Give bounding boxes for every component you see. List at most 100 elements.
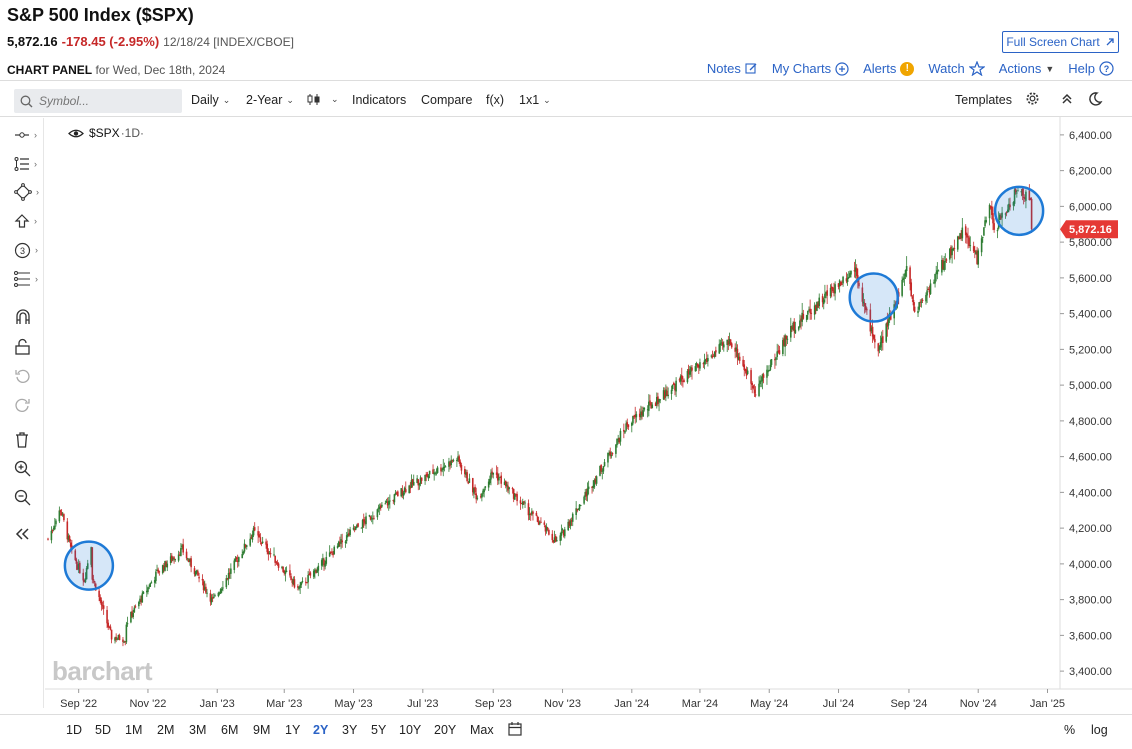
layout-select[interactable]: 1x1 ⌄	[519, 93, 551, 107]
zoom-in-button[interactable]	[14, 457, 40, 479]
candle-body	[515, 493, 517, 495]
candle-body	[617, 438, 619, 440]
candle-body	[679, 376, 682, 382]
candle-body	[861, 287, 864, 302]
help-link[interactable]: Help ?	[1068, 61, 1114, 76]
compare-button[interactable]: Compare	[421, 93, 473, 107]
settings-button[interactable]	[1025, 91, 1040, 106]
undo-button[interactable]	[14, 364, 40, 386]
candle-body	[76, 564, 79, 570]
timeframe-20y[interactable]: 20Y	[434, 723, 457, 737]
candle-body	[919, 301, 922, 303]
chevron-right-icon: ›	[36, 187, 39, 197]
timeframe-2m[interactable]: 2M	[157, 723, 175, 737]
candle-body	[839, 281, 842, 286]
candle-body	[766, 369, 768, 378]
arrow-tool[interactable]: ›	[14, 210, 40, 232]
line-tool[interactable]: ›	[14, 124, 40, 146]
chart-type-select[interactable]: ⌄	[307, 93, 339, 106]
timeframe-2y[interactable]: 2Y	[313, 723, 329, 737]
candle-body	[273, 554, 275, 556]
candle-body	[625, 423, 627, 431]
redo-button[interactable]	[14, 393, 40, 415]
collapse-header-button[interactable]	[1060, 91, 1074, 106]
alerts-link[interactable]: Alerts !	[863, 61, 915, 76]
candle-body	[156, 569, 158, 571]
timeframe-5y[interactable]: 5Y	[371, 723, 387, 737]
my-charts-link[interactable]: My Charts	[772, 61, 849, 76]
log-scale-toggle[interactable]: log	[1091, 723, 1108, 737]
candle-body	[666, 390, 668, 396]
x-tick-label: Mar '23	[266, 698, 302, 710]
candle-body	[958, 237, 960, 240]
candle-body	[889, 313, 892, 320]
timeframe-1y[interactable]: 1Y	[285, 723, 301, 737]
fibonacci-tool[interactable]: ›	[14, 153, 40, 175]
candle-body	[473, 488, 475, 494]
candle-body	[133, 607, 136, 613]
symbol-input[interactable]	[39, 94, 169, 108]
candle-body	[471, 478, 474, 493]
timeframe-10y[interactable]: 10Y	[399, 723, 422, 737]
candle-body	[181, 545, 183, 548]
candle-body	[818, 297, 821, 307]
candle-body	[658, 399, 660, 403]
timeframe-5d[interactable]: 5D	[95, 723, 111, 737]
theme-toggle[interactable]	[1087, 91, 1103, 107]
projection-tool[interactable]: ›	[14, 268, 40, 290]
price-chart[interactable]: 3,400.00 3,600.00 3,800.00 4,000.00 4,200.00…	[45, 117, 1132, 714]
timeframe-9m[interactable]: 9M	[253, 723, 271, 737]
candle-body	[171, 555, 173, 561]
indicators-button[interactable]: Indicators	[352, 93, 407, 107]
notes-label: Notes	[706, 61, 741, 76]
eye-icon[interactable]	[68, 128, 84, 139]
shape-tool[interactable]: ›	[14, 181, 40, 203]
calendar-icon	[508, 722, 522, 736]
candle-body	[882, 336, 884, 343]
watch-link[interactable]: Watch	[928, 61, 985, 76]
actions-menu[interactable]: Actions ▼	[999, 61, 1055, 76]
candle-body	[921, 299, 924, 301]
zoom-out-button[interactable]	[14, 486, 40, 508]
candle-body	[1005, 212, 1008, 214]
candle-body	[370, 518, 373, 520]
period-select[interactable]: 2-Year ⌄	[246, 93, 294, 107]
candle-body	[394, 492, 397, 495]
candle-body	[841, 283, 843, 285]
calendar-button[interactable]	[508, 721, 522, 739]
candle-body	[678, 379, 681, 381]
candle-body	[874, 338, 876, 343]
interval-select[interactable]: Daily ⌄	[191, 93, 230, 107]
notes-link[interactable]: Notes	[707, 61, 758, 76]
timeframe-1m[interactable]: 1M	[125, 723, 143, 737]
candle-body	[632, 416, 634, 424]
marker-tool[interactable]: 3 ›	[14, 239, 40, 261]
collapse-sidebar-button[interactable]	[14, 523, 40, 545]
timeframe-max[interactable]: Max	[470, 723, 494, 737]
candle-body	[261, 541, 264, 544]
timeframe-3y[interactable]: 3Y	[342, 723, 358, 737]
full-screen-chart-button[interactable]: Full Screen Chart	[1002, 31, 1119, 53]
candle-body	[66, 521, 69, 540]
percent-scale-toggle[interactable]: %	[1064, 723, 1076, 737]
templates-button[interactable]: Templates	[955, 93, 1012, 107]
timeframe-3m[interactable]: 3M	[189, 723, 207, 737]
candle-body	[592, 485, 594, 488]
candle-body	[186, 558, 189, 560]
candle-body	[458, 456, 460, 462]
line-tool-icon	[15, 132, 29, 138]
candle-body	[284, 570, 287, 574]
chevron-right-icon: ›	[35, 245, 38, 255]
lock-tool[interactable]	[14, 335, 40, 357]
symbol-search[interactable]	[14, 89, 182, 113]
candle-body	[702, 363, 705, 365]
magnet-tool[interactable]	[14, 306, 40, 328]
candle-body	[703, 360, 706, 364]
candle-body	[409, 486, 412, 489]
timeframe-1d[interactable]: 1D	[66, 723, 82, 737]
delete-drawings-button[interactable]	[14, 428, 40, 450]
numbered-marker-icon: 3	[14, 242, 31, 258]
timeframe-6m[interactable]: 6M	[221, 723, 239, 737]
candle-body	[999, 214, 1001, 220]
function-button[interactable]: f(x)	[486, 93, 505, 107]
